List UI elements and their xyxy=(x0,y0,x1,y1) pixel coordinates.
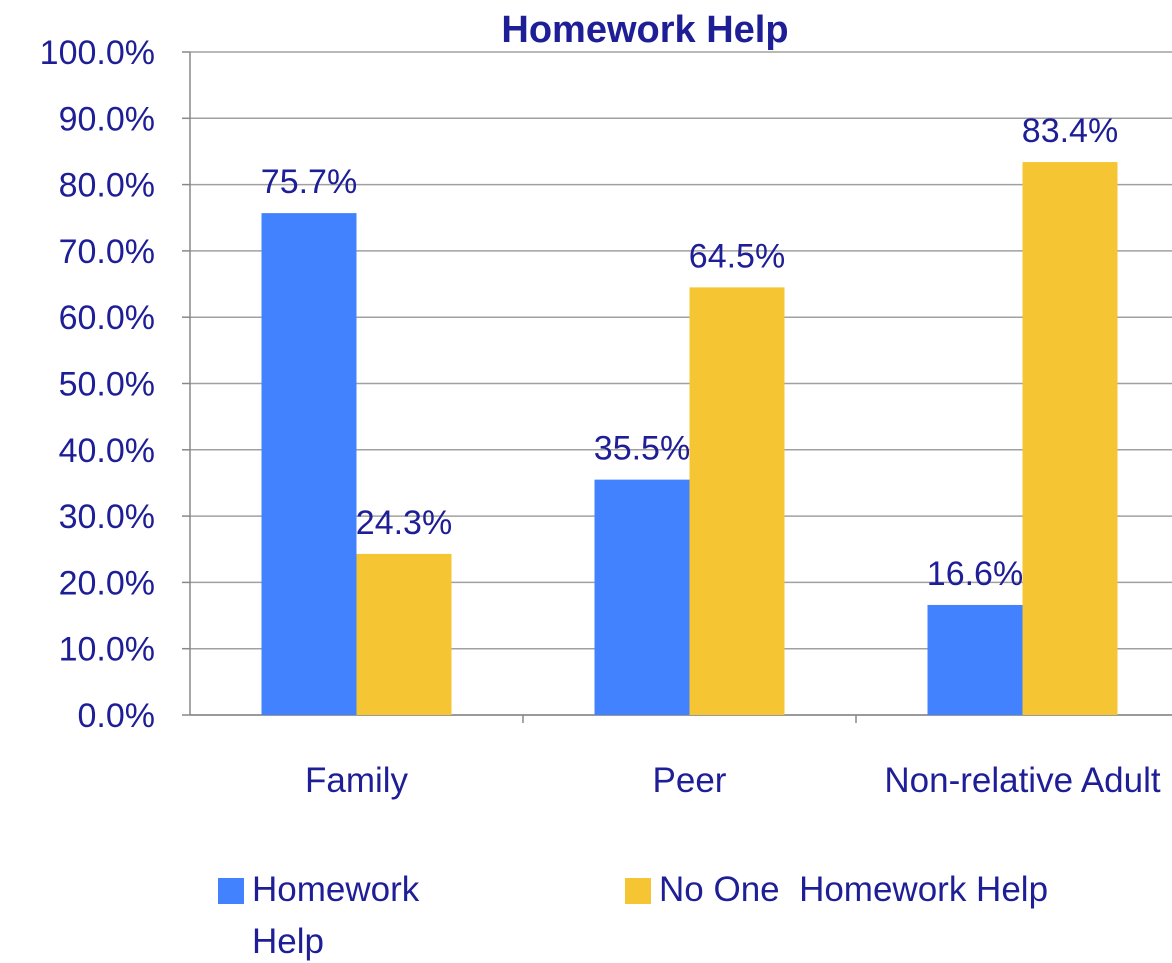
x-tick-label: Non-relative Adult xyxy=(884,761,1161,800)
data-label: 75.7% xyxy=(261,163,357,201)
data-label: 64.5% xyxy=(689,237,785,275)
bar xyxy=(927,604,1023,715)
data-label: 83.4% xyxy=(1022,112,1118,150)
x-tick-label: Peer xyxy=(652,761,727,800)
bar xyxy=(1022,162,1118,716)
y-tick-label: 70.0% xyxy=(59,233,155,271)
chart-title: Homework Help xyxy=(501,9,788,51)
y-tick-label: 60.0% xyxy=(59,299,155,337)
data-label: 24.3% xyxy=(356,504,452,542)
y-tick-label: 20.0% xyxy=(59,564,155,602)
y-tick-label: 0.0% xyxy=(78,697,156,735)
y-tick-label: 80.0% xyxy=(59,167,155,205)
y-tick-label: 40.0% xyxy=(59,432,155,470)
data-label: 16.6% xyxy=(927,555,1023,593)
y-tick-label: 30.0% xyxy=(59,498,155,536)
bar xyxy=(356,553,452,715)
data-label: 35.5% xyxy=(594,430,690,468)
legend-label: No One Homework Help xyxy=(659,870,1049,909)
bar xyxy=(689,287,785,715)
legend-swatch xyxy=(218,878,244,904)
y-tick-label: 50.0% xyxy=(59,366,155,404)
x-tick-label: Family xyxy=(304,761,409,800)
bar xyxy=(594,479,690,715)
y-tick-label: 100.0% xyxy=(40,34,155,72)
legend-swatch xyxy=(625,878,651,904)
y-tick-label: 10.0% xyxy=(59,631,155,669)
y-tick-label: 90.0% xyxy=(59,100,155,138)
legend-label: Homework Help xyxy=(252,870,429,961)
bar xyxy=(261,213,357,715)
